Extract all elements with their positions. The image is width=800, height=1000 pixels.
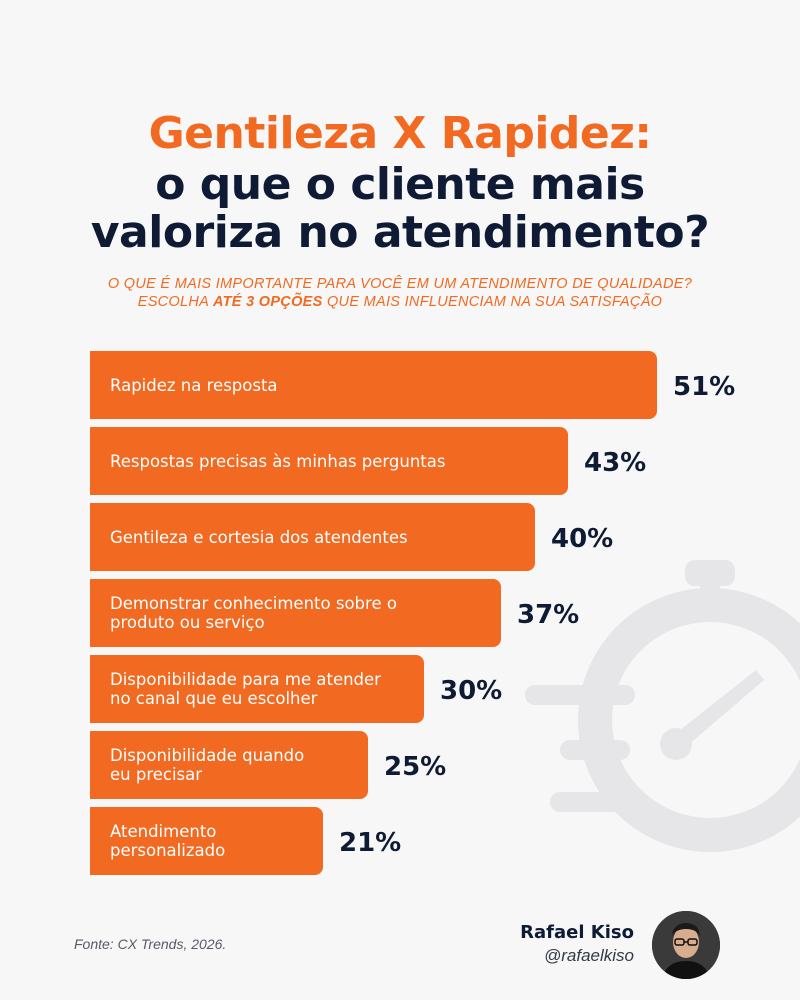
bar-label-line: Disponibilidade para me atender xyxy=(110,670,381,689)
bar-value-label: 25% xyxy=(384,752,447,782)
subtitle-pre: Escolha xyxy=(137,294,213,310)
bar-label-line: Rapidez na resposta xyxy=(110,375,278,395)
bar: Disponibilidade quando eu precisar xyxy=(90,731,368,799)
bar-value-label: 37% xyxy=(517,600,580,630)
bar-value-label: 21% xyxy=(339,828,402,858)
avatar-portrait xyxy=(652,911,720,979)
bar-label: Rapidez na resposta xyxy=(110,376,278,395)
source-note: Fonte: CX Trends, 2026. xyxy=(74,936,227,952)
bar: Disponibilidade para me atender no canal … xyxy=(90,655,424,723)
stopwatch-icon xyxy=(525,560,800,852)
bar: Rapidez na resposta xyxy=(90,351,657,419)
title-line-1: Gentileza X Rapidez: xyxy=(148,108,652,159)
bar-label: Atendimento personalizado xyxy=(110,822,225,860)
subtitle-line-2: Escolha até 3 opções que mais influencia… xyxy=(0,294,800,310)
bar-value-label: 51% xyxy=(673,372,736,402)
bar: Respostas precisas às minhas perguntas xyxy=(90,427,568,495)
bar-value-label: 40% xyxy=(551,524,614,554)
bar: Atendimento personalizado xyxy=(90,807,323,875)
bar-label-line: no canal que eu escolher xyxy=(110,689,318,708)
bar-label-line: produto ou serviço xyxy=(110,613,265,632)
bar-value-label: 30% xyxy=(440,676,503,706)
author-handle: @rafaelkiso xyxy=(543,946,634,965)
avatar xyxy=(652,911,720,979)
author-name: Rafael Kiso xyxy=(520,922,634,943)
bar-label: Demonstrar conhecimento sobre o produto o… xyxy=(110,594,397,632)
bar-label: Disponibilidade para me atender no canal … xyxy=(110,670,381,708)
bar-label-line: personalizado xyxy=(110,841,226,860)
bar-label-line: Demonstrar conhecimento sobre o xyxy=(110,594,397,613)
bar-label-line: Gentileza e cortesia dos atendentes xyxy=(110,527,408,547)
subtitle-bold: até 3 opções xyxy=(212,294,323,310)
bar-label-line: Disponibilidade quando xyxy=(110,746,305,765)
bar: Gentileza e cortesia dos atendentes xyxy=(90,503,535,571)
bar: Demonstrar conhecimento sobre o produto o… xyxy=(90,579,501,647)
bar-label: Gentileza e cortesia dos atendentes xyxy=(110,528,408,547)
bar-value-label: 43% xyxy=(584,448,647,478)
bar-label-line: Respostas precisas às minhas perguntas xyxy=(110,451,446,471)
bar-label-line: eu precisar xyxy=(110,765,203,784)
title-line-2: o que o cliente mais xyxy=(155,159,645,210)
subtitle-line-1: O que é mais importante para você em um … xyxy=(107,276,693,292)
subtitle-post: que mais influenciam na sua satisfação xyxy=(322,294,663,310)
bar-label: Disponibilidade quando eu precisar xyxy=(110,746,304,784)
bar-label-line: Atendimento xyxy=(110,822,217,841)
title-line-3: valoriza no atendimento? xyxy=(90,207,710,258)
bar-label: Respostas precisas às minhas perguntas xyxy=(110,452,445,471)
